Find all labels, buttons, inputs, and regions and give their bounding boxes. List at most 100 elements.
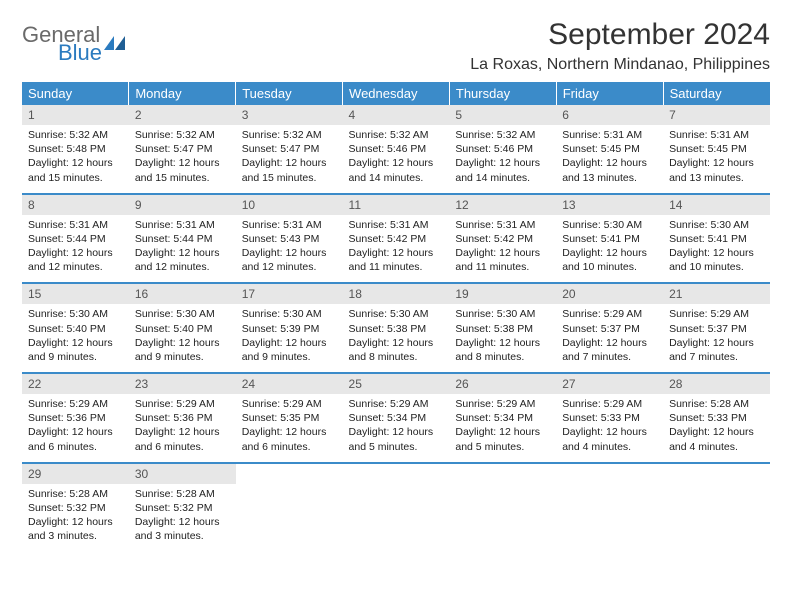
calendar-cell	[663, 463, 770, 552]
weekday-saturday: Saturday	[663, 82, 770, 105]
day-details: Sunrise: 5:29 AMSunset: 5:35 PMDaylight:…	[236, 394, 343, 462]
day-details: Sunrise: 5:30 AMSunset: 5:41 PMDaylight:…	[556, 215, 663, 283]
day-details: Sunrise: 5:29 AMSunset: 5:33 PMDaylight:…	[556, 394, 663, 462]
day-details: Sunrise: 5:30 AMSunset: 5:40 PMDaylight:…	[129, 304, 236, 372]
day-number: 26	[449, 374, 556, 394]
day-number: 5	[449, 105, 556, 125]
day-details: Sunrise: 5:31 AMSunset: 5:45 PMDaylight:…	[556, 125, 663, 193]
day-number: 19	[449, 284, 556, 304]
day-number: 21	[663, 284, 770, 304]
day-number: 6	[556, 105, 663, 125]
calendar-cell: 26Sunrise: 5:29 AMSunset: 5:34 PMDayligh…	[449, 373, 556, 463]
day-number: 15	[22, 284, 129, 304]
calendar-cell: 1Sunrise: 5:32 AMSunset: 5:48 PMDaylight…	[22, 105, 129, 194]
day-number: 28	[663, 374, 770, 394]
day-number: 16	[129, 284, 236, 304]
calendar-cell: 24Sunrise: 5:29 AMSunset: 5:35 PMDayligh…	[236, 373, 343, 463]
day-details: Sunrise: 5:30 AMSunset: 5:39 PMDaylight:…	[236, 304, 343, 372]
day-details: Sunrise: 5:31 AMSunset: 5:44 PMDaylight:…	[129, 215, 236, 283]
day-number: 1	[22, 105, 129, 125]
day-details: Sunrise: 5:32 AMSunset: 5:46 PMDaylight:…	[343, 125, 450, 193]
header: General Blue September 2024 La Roxas, No…	[22, 18, 770, 74]
day-number: 27	[556, 374, 663, 394]
weekday-sunday: Sunday	[22, 82, 129, 105]
day-details: Sunrise: 5:31 AMSunset: 5:43 PMDaylight:…	[236, 215, 343, 283]
calendar-cell: 9Sunrise: 5:31 AMSunset: 5:44 PMDaylight…	[129, 194, 236, 284]
calendar-cell: 8Sunrise: 5:31 AMSunset: 5:44 PMDaylight…	[22, 194, 129, 284]
calendar-row: 29Sunrise: 5:28 AMSunset: 5:32 PMDayligh…	[22, 463, 770, 552]
calendar-cell: 4Sunrise: 5:32 AMSunset: 5:46 PMDaylight…	[343, 105, 450, 194]
title-block: September 2024 La Roxas, Northern Mindan…	[470, 18, 770, 74]
day-details: Sunrise: 5:31 AMSunset: 5:45 PMDaylight:…	[663, 125, 770, 193]
day-details: Sunrise: 5:29 AMSunset: 5:37 PMDaylight:…	[663, 304, 770, 372]
day-number: 13	[556, 195, 663, 215]
day-details: Sunrise: 5:29 AMSunset: 5:34 PMDaylight:…	[449, 394, 556, 462]
day-details: Sunrise: 5:32 AMSunset: 5:47 PMDaylight:…	[129, 125, 236, 193]
day-number: 17	[236, 284, 343, 304]
calendar-row: 15Sunrise: 5:30 AMSunset: 5:40 PMDayligh…	[22, 283, 770, 373]
day-details: Sunrise: 5:32 AMSunset: 5:47 PMDaylight:…	[236, 125, 343, 193]
calendar-cell: 22Sunrise: 5:29 AMSunset: 5:36 PMDayligh…	[22, 373, 129, 463]
logo-text-blue: Blue	[58, 42, 102, 64]
day-details: Sunrise: 5:31 AMSunset: 5:44 PMDaylight:…	[22, 215, 129, 283]
location: La Roxas, Northern Mindanao, Philippines	[470, 56, 770, 74]
day-number: 11	[343, 195, 450, 215]
day-details: Sunrise: 5:30 AMSunset: 5:38 PMDaylight:…	[343, 304, 450, 372]
calendar-cell: 18Sunrise: 5:30 AMSunset: 5:38 PMDayligh…	[343, 283, 450, 373]
day-number: 22	[22, 374, 129, 394]
day-details: Sunrise: 5:32 AMSunset: 5:46 PMDaylight:…	[449, 125, 556, 193]
day-details: Sunrise: 5:28 AMSunset: 5:33 PMDaylight:…	[663, 394, 770, 462]
day-details: Sunrise: 5:29 AMSunset: 5:37 PMDaylight:…	[556, 304, 663, 372]
calendar-row: 8Sunrise: 5:31 AMSunset: 5:44 PMDaylight…	[22, 194, 770, 284]
calendar-table: Sunday Monday Tuesday Wednesday Thursday…	[22, 82, 770, 551]
day-details: Sunrise: 5:28 AMSunset: 5:32 PMDaylight:…	[129, 484, 236, 552]
calendar-row: 22Sunrise: 5:29 AMSunset: 5:36 PMDayligh…	[22, 373, 770, 463]
calendar-cell	[343, 463, 450, 552]
weekday-header-row: Sunday Monday Tuesday Wednesday Thursday…	[22, 82, 770, 105]
calendar-row: 1Sunrise: 5:32 AMSunset: 5:48 PMDaylight…	[22, 105, 770, 194]
calendar-body: 1Sunrise: 5:32 AMSunset: 5:48 PMDaylight…	[22, 105, 770, 551]
calendar-cell: 20Sunrise: 5:29 AMSunset: 5:37 PMDayligh…	[556, 283, 663, 373]
weekday-monday: Monday	[129, 82, 236, 105]
calendar-cell: 3Sunrise: 5:32 AMSunset: 5:47 PMDaylight…	[236, 105, 343, 194]
day-details: Sunrise: 5:30 AMSunset: 5:41 PMDaylight:…	[663, 215, 770, 283]
day-number: 18	[343, 284, 450, 304]
day-details: Sunrise: 5:31 AMSunset: 5:42 PMDaylight:…	[343, 215, 450, 283]
day-number: 10	[236, 195, 343, 215]
day-details: Sunrise: 5:30 AMSunset: 5:38 PMDaylight:…	[449, 304, 556, 372]
weekday-friday: Friday	[556, 82, 663, 105]
calendar-cell: 23Sunrise: 5:29 AMSunset: 5:36 PMDayligh…	[129, 373, 236, 463]
calendar-cell: 25Sunrise: 5:29 AMSunset: 5:34 PMDayligh…	[343, 373, 450, 463]
calendar-cell	[449, 463, 556, 552]
day-number: 20	[556, 284, 663, 304]
day-number: 25	[343, 374, 450, 394]
calendar-cell: 5Sunrise: 5:32 AMSunset: 5:46 PMDaylight…	[449, 105, 556, 194]
logo-mark-icon	[104, 34, 126, 57]
calendar-cell: 13Sunrise: 5:30 AMSunset: 5:41 PMDayligh…	[556, 194, 663, 284]
weekday-tuesday: Tuesday	[236, 82, 343, 105]
calendar-cell: 6Sunrise: 5:31 AMSunset: 5:45 PMDaylight…	[556, 105, 663, 194]
logo: General Blue	[22, 24, 126, 64]
day-details: Sunrise: 5:29 AMSunset: 5:34 PMDaylight:…	[343, 394, 450, 462]
calendar-cell: 21Sunrise: 5:29 AMSunset: 5:37 PMDayligh…	[663, 283, 770, 373]
weekday-wednesday: Wednesday	[343, 82, 450, 105]
month-title: September 2024	[470, 18, 770, 52]
day-number: 7	[663, 105, 770, 125]
day-details: Sunrise: 5:30 AMSunset: 5:40 PMDaylight:…	[22, 304, 129, 372]
calendar-cell: 15Sunrise: 5:30 AMSunset: 5:40 PMDayligh…	[22, 283, 129, 373]
day-number: 14	[663, 195, 770, 215]
day-details: Sunrise: 5:28 AMSunset: 5:32 PMDaylight:…	[22, 484, 129, 552]
calendar-cell: 7Sunrise: 5:31 AMSunset: 5:45 PMDaylight…	[663, 105, 770, 194]
day-number: 29	[22, 464, 129, 484]
calendar-cell: 11Sunrise: 5:31 AMSunset: 5:42 PMDayligh…	[343, 194, 450, 284]
day-number: 3	[236, 105, 343, 125]
calendar-cell	[556, 463, 663, 552]
day-number: 2	[129, 105, 236, 125]
calendar-cell	[236, 463, 343, 552]
calendar-cell: 19Sunrise: 5:30 AMSunset: 5:38 PMDayligh…	[449, 283, 556, 373]
day-number: 24	[236, 374, 343, 394]
calendar-cell: 17Sunrise: 5:30 AMSunset: 5:39 PMDayligh…	[236, 283, 343, 373]
day-details: Sunrise: 5:32 AMSunset: 5:48 PMDaylight:…	[22, 125, 129, 193]
day-number: 9	[129, 195, 236, 215]
day-number: 12	[449, 195, 556, 215]
